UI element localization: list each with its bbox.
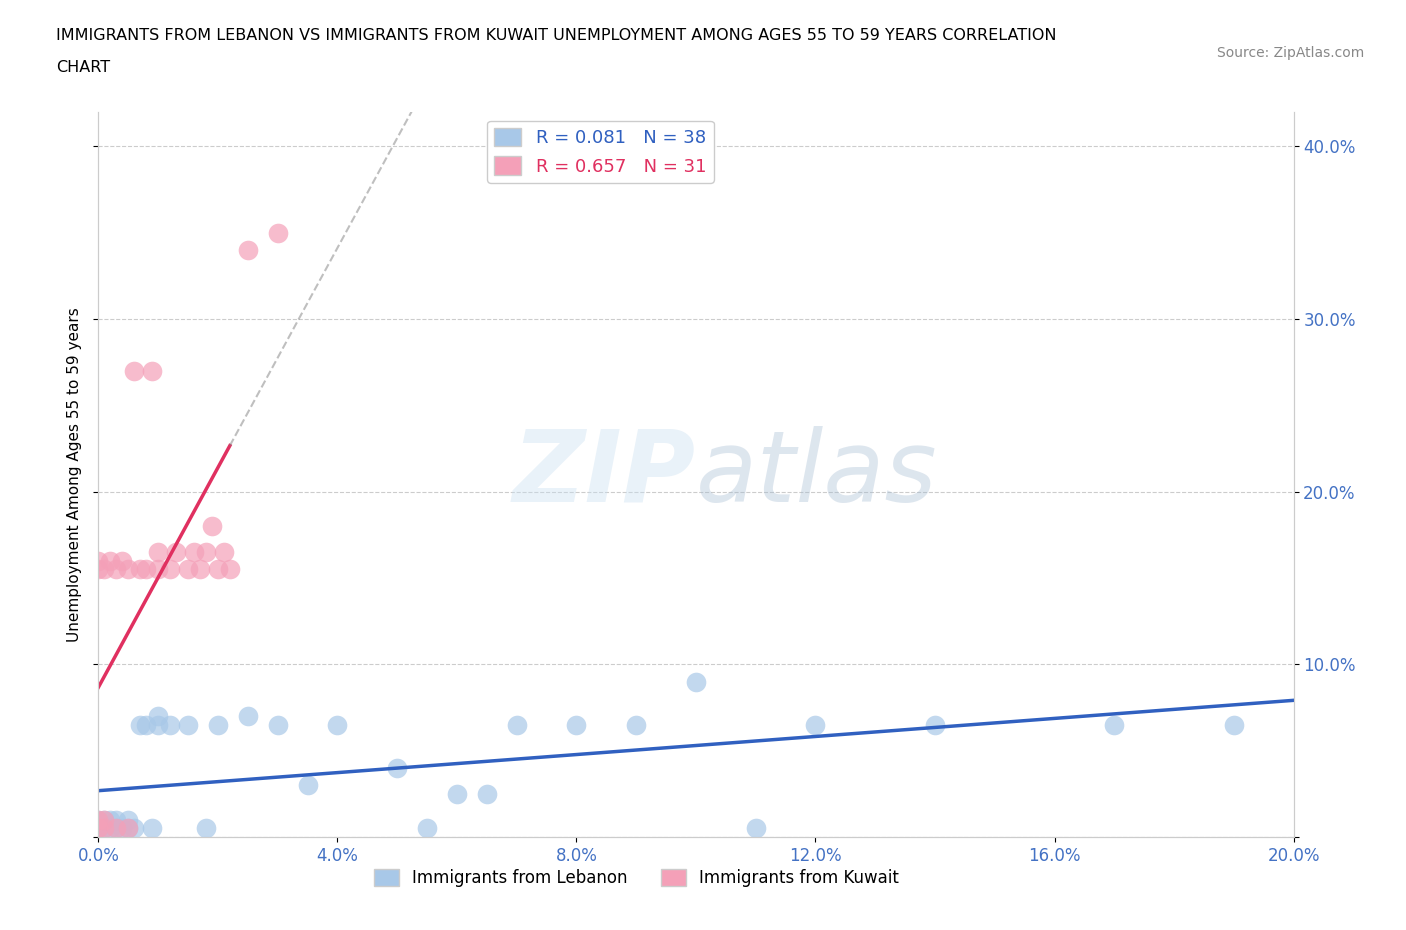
Point: [135, 562, 157, 577]
Point: [236, 243, 259, 258]
Point: [195, 821, 218, 836]
Point: [105, 821, 128, 836]
Point: [148, 562, 170, 577]
Point: [87, 812, 110, 827]
Point: [105, 562, 128, 577]
Point: [111, 821, 134, 836]
Point: [159, 562, 181, 577]
Point: [87, 553, 110, 568]
Point: [129, 717, 152, 732]
Point: [201, 519, 224, 534]
Point: [685, 674, 707, 689]
Point: [177, 717, 200, 732]
Text: CHART: CHART: [56, 60, 110, 75]
Point: [212, 545, 235, 560]
Text: IMMIGRANTS FROM LEBANON VS IMMIGRANTS FROM KUWAIT UNEMPLOYMENT AMONG AGES 55 TO : IMMIGRANTS FROM LEBANON VS IMMIGRANTS FR…: [56, 28, 1057, 43]
Point: [446, 787, 468, 802]
Point: [93, 812, 115, 827]
Text: Source: ZipAtlas.com: Source: ZipAtlas.com: [1216, 46, 1364, 60]
Point: [148, 709, 170, 724]
Point: [87, 821, 110, 836]
Point: [87, 562, 110, 577]
Point: [207, 717, 229, 732]
Point: [148, 717, 170, 732]
Point: [141, 364, 163, 379]
Point: [124, 364, 146, 379]
Point: [183, 545, 205, 560]
Point: [177, 562, 200, 577]
Point: [565, 717, 588, 732]
Point: [87, 821, 110, 836]
Point: [129, 562, 152, 577]
Point: [117, 562, 139, 577]
Point: [165, 545, 187, 560]
Point: [1104, 717, 1126, 732]
Point: [105, 821, 128, 836]
Point: [124, 821, 146, 836]
Point: [159, 717, 181, 732]
Point: [117, 821, 139, 836]
Point: [326, 717, 349, 732]
Point: [416, 821, 439, 836]
Point: [135, 717, 157, 732]
Point: [93, 821, 115, 836]
Point: [117, 812, 139, 827]
Point: [98, 553, 122, 568]
Point: [236, 709, 259, 724]
Point: [1223, 717, 1246, 732]
Text: atlas: atlas: [696, 426, 938, 523]
Point: [195, 545, 218, 560]
Point: [111, 553, 134, 568]
Point: [93, 812, 115, 827]
Point: [105, 812, 128, 827]
Point: [506, 717, 529, 732]
Point: [98, 821, 122, 836]
Text: ZIP: ZIP: [513, 426, 696, 523]
Point: [93, 562, 115, 577]
Point: [93, 821, 115, 836]
Point: [297, 777, 319, 792]
Point: [804, 717, 827, 732]
Point: [745, 821, 768, 836]
Point: [148, 545, 170, 560]
Point: [626, 717, 648, 732]
Point: [385, 761, 409, 776]
Legend: Immigrants from Lebanon, Immigrants from Kuwait: Immigrants from Lebanon, Immigrants from…: [367, 862, 905, 894]
Point: [475, 787, 498, 802]
Point: [267, 225, 290, 240]
Point: [117, 821, 139, 836]
Point: [267, 717, 290, 732]
Point: [188, 562, 211, 577]
Point: [219, 562, 242, 577]
Point: [141, 821, 163, 836]
Point: [207, 562, 229, 577]
Point: [98, 812, 122, 827]
Point: [924, 717, 946, 732]
Y-axis label: Unemployment Among Ages 55 to 59 years: Unemployment Among Ages 55 to 59 years: [67, 307, 83, 642]
Point: [87, 812, 110, 827]
